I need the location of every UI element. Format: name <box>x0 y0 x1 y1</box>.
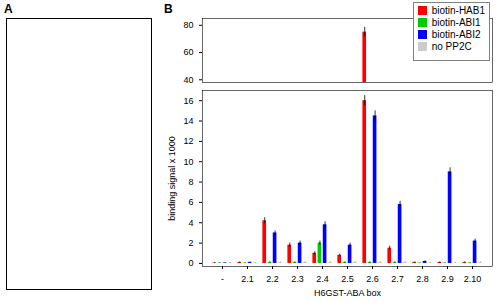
svg-text:0: 0 <box>188 258 193 268</box>
svg-text:12: 12 <box>183 136 193 146</box>
svg-text:6: 6 <box>188 197 193 207</box>
svg-text:2.6: 2.6 <box>366 274 379 284</box>
html-text:biotin-ABI2: biotin-ABI2 <box>431 29 481 40</box>
svg-text:2.2: 2.2 <box>266 274 279 284</box>
svg-text:8: 8 <box>188 177 193 187</box>
svg-text:2: 2 <box>188 238 193 248</box>
html-text:A: A <box>4 2 13 16</box>
svg-text:H6GST-ABA box: H6GST-ABA box <box>314 288 382 298</box>
svg-text:60: 60 <box>183 47 193 57</box>
html-text:no PP2C: no PP2C <box>431 41 472 52</box>
svg-text:16: 16 <box>183 96 193 106</box>
svg-text:2.5: 2.5 <box>341 274 354 284</box>
svg-text:2.10: 2.10 <box>464 274 482 284</box>
html-text:biotin-HAB1: biotin-HAB1 <box>431 5 485 16</box>
svg-text:14: 14 <box>183 116 193 126</box>
svg-text:2.7: 2.7 <box>391 274 404 284</box>
svg-text:2.1: 2.1 <box>241 274 254 284</box>
html-text:B: B <box>164 2 173 16</box>
svg-text:2.4: 2.4 <box>316 274 329 284</box>
svg-text:2.9: 2.9 <box>441 274 454 284</box>
svg-text:80: 80 <box>183 20 193 30</box>
svg-text:4: 4 <box>188 218 193 228</box>
svg-text:40: 40 <box>183 75 193 85</box>
svg-text:10: 10 <box>183 157 193 167</box>
svg-text:2.8: 2.8 <box>416 274 429 284</box>
svg-text:-: - <box>221 274 224 284</box>
svg-text:2.3: 2.3 <box>291 274 304 284</box>
svg-text:binding signal x 1000: binding signal x 1000 <box>167 136 177 221</box>
html-text:biotin-ABI1: biotin-ABI1 <box>431 17 481 28</box>
